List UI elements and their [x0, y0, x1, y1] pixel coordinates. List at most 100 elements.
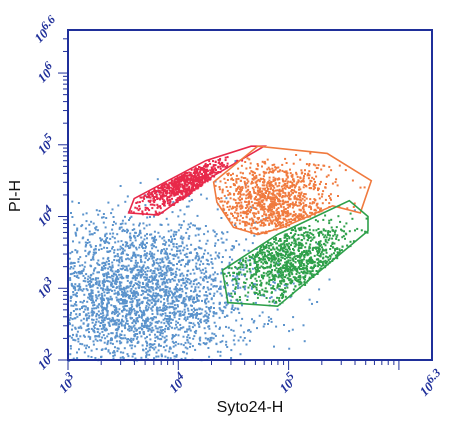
data-point — [90, 273, 93, 276]
data-point — [105, 306, 108, 309]
data-point — [306, 251, 309, 254]
data-point — [302, 214, 305, 217]
data-point — [154, 235, 156, 238]
data-point — [313, 185, 316, 188]
data-point — [259, 191, 261, 193]
data-point — [101, 268, 104, 271]
data-point — [233, 291, 236, 294]
data-point — [279, 193, 282, 196]
data-point — [309, 198, 312, 201]
data-point — [128, 329, 131, 332]
data-point — [209, 274, 212, 277]
data-point — [111, 274, 113, 277]
data-point — [175, 190, 178, 193]
data-point — [298, 186, 301, 189]
data-point — [298, 229, 301, 232]
data-point — [148, 299, 151, 302]
data-point — [85, 244, 88, 246]
data-point — [163, 264, 166, 267]
data-point — [123, 324, 126, 327]
data-point — [246, 189, 249, 192]
data-point — [278, 170, 281, 173]
data-point — [136, 277, 138, 280]
data-point — [262, 325, 265, 328]
data-point — [161, 257, 164, 260]
data-point — [85, 273, 88, 276]
data-point — [170, 262, 173, 265]
data-point — [185, 183, 188, 186]
data-point — [162, 190, 165, 193]
data-point — [131, 308, 133, 311]
data-point — [120, 341, 123, 344]
data-point — [123, 308, 126, 311]
data-point — [212, 169, 215, 172]
data-point — [122, 247, 125, 250]
data-point — [129, 344, 132, 347]
data-point — [207, 176, 210, 179]
data-point — [132, 320, 135, 323]
data-point — [69, 273, 72, 276]
data-point — [173, 355, 176, 358]
data-point — [308, 164, 311, 167]
data-point — [244, 186, 247, 189]
data-point — [119, 276, 122, 279]
data-point — [257, 293, 259, 296]
data-point — [79, 335, 82, 338]
data-point — [244, 161, 247, 163]
data-point — [248, 192, 251, 195]
data-point — [94, 323, 97, 326]
data-point — [168, 244, 171, 247]
data-point — [230, 178, 233, 181]
data-point — [111, 266, 114, 269]
data-point — [155, 211, 158, 214]
data-point — [221, 162, 224, 165]
data-point — [131, 305, 134, 308]
data-point — [245, 204, 248, 207]
data-point — [145, 351, 148, 354]
data-point — [231, 295, 234, 298]
data-point — [327, 259, 330, 261]
data-point — [138, 314, 140, 317]
data-point — [279, 239, 282, 242]
data-point — [161, 313, 164, 315]
data-point — [148, 333, 151, 336]
data-point — [241, 159, 244, 162]
data-point — [239, 324, 242, 327]
data-point — [248, 222, 250, 225]
data-point — [289, 168, 291, 171]
data-point — [317, 228, 320, 230]
data-point — [257, 204, 260, 207]
data-point — [137, 271, 140, 274]
data-point — [168, 316, 171, 319]
data-point — [274, 269, 276, 272]
data-point — [252, 188, 255, 191]
data-point — [317, 187, 319, 190]
data-point — [129, 312, 132, 315]
data-point — [132, 211, 135, 214]
data-point — [156, 206, 159, 209]
data-point — [149, 250, 152, 253]
data-point — [257, 254, 259, 256]
data-point — [169, 280, 172, 283]
data-point — [300, 215, 303, 218]
data-point — [166, 196, 169, 199]
data-point — [218, 287, 220, 290]
data-point — [317, 189, 319, 192]
data-point — [78, 326, 80, 329]
data-point — [161, 281, 164, 284]
data-point — [237, 212, 240, 215]
data-point — [192, 316, 195, 319]
data-point — [109, 339, 112, 342]
data-point — [289, 269, 292, 272]
data-point — [209, 339, 212, 342]
data-point — [218, 303, 221, 306]
data-point — [267, 316, 270, 319]
data-point — [242, 177, 245, 179]
data-point — [98, 316, 101, 319]
data-point — [106, 292, 109, 294]
data-point — [73, 275, 76, 277]
data-point — [302, 186, 305, 189]
data-point — [300, 226, 303, 229]
data-point — [263, 180, 266, 183]
data-point — [157, 279, 159, 282]
